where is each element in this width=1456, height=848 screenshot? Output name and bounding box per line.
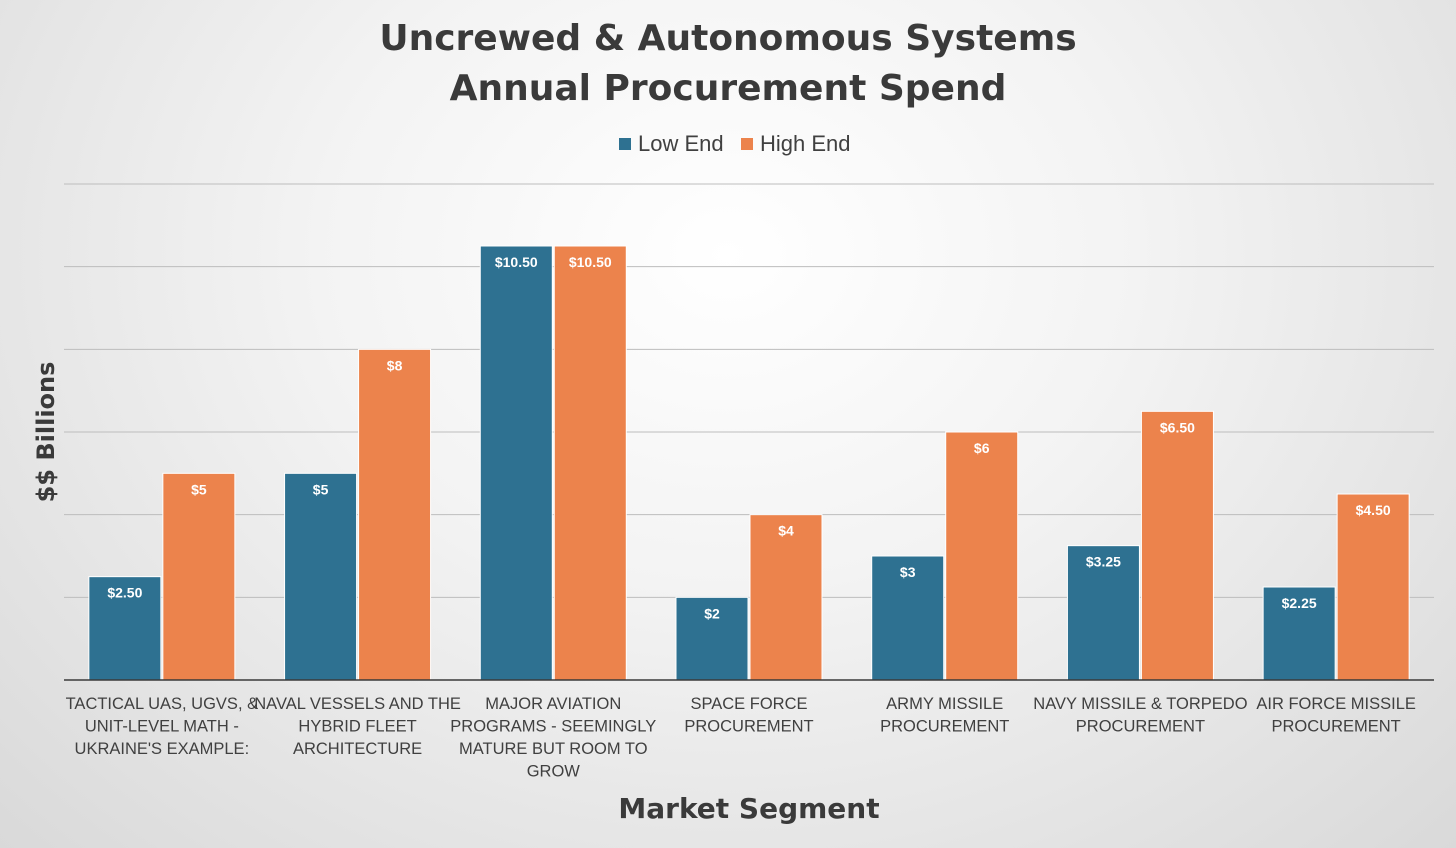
bar-high-end bbox=[1140, 410, 1214, 681]
data-label-high-end: $5 bbox=[191, 481, 207, 497]
legend-label-high-end: High End bbox=[760, 131, 851, 156]
bar-high-end bbox=[945, 431, 1019, 681]
data-label-low-end: $2.25 bbox=[1282, 595, 1317, 611]
data-label-high-end: $8 bbox=[387, 357, 403, 373]
data-label-low-end: $5 bbox=[313, 481, 329, 497]
bar-low-end bbox=[871, 555, 945, 681]
bar-low-end bbox=[675, 596, 749, 681]
data-label-low-end: $10.50 bbox=[495, 254, 538, 270]
bar-low-end bbox=[1066, 545, 1140, 681]
category-label: ARMY MISSILE PROCUREMENT bbox=[880, 695, 1009, 736]
data-label-low-end: $3 bbox=[900, 564, 916, 580]
bar-high-end bbox=[162, 472, 236, 681]
data-label-high-end: $4.50 bbox=[1356, 502, 1391, 518]
category-label: AIR FORCE MISSILE PROCUREMENT bbox=[1256, 695, 1416, 736]
bar-low-end bbox=[479, 245, 553, 681]
category-labels: TACTICAL UAS, UGVS, & UNIT-LEVEL MATH -UK… bbox=[66, 695, 1416, 781]
category-label: SPACE FORCE PROCUREMENT bbox=[684, 695, 813, 736]
bar-low-end bbox=[1262, 586, 1336, 681]
category-label: MAJOR AVIATION PROGRAMS - SEEMINGLY MATURE… bbox=[450, 695, 656, 781]
data-label-low-end: $3.25 bbox=[1086, 554, 1121, 570]
data-label-high-end: $6.50 bbox=[1160, 419, 1195, 435]
chart-title-line-1: Uncrewed & Autonomous Systems bbox=[379, 18, 1076, 59]
data-labels: $2.50 $5 $10.50 $2 $3 $3.25 $2.25 $5 $8 $10.50 $4 $… bbox=[107, 254, 1391, 621]
data-label-high-end: $4 bbox=[778, 523, 794, 539]
bars bbox=[88, 245, 1410, 681]
x-axis-title: Market Segment bbox=[618, 792, 879, 825]
data-label-high-end: $10.50 bbox=[569, 254, 612, 270]
legend-label-low-end: Low End bbox=[638, 131, 724, 156]
bar-high-end bbox=[358, 348, 432, 681]
category-label: NAVAL VESSELS AND THE HYBRID FLEET ARCHITE… bbox=[254, 695, 461, 758]
chart-title-line-2: Annual Procurement Spend bbox=[450, 68, 1007, 109]
category-label: NAVY MISSILE & TORPEDO PROCUREMENT bbox=[1033, 695, 1247, 736]
legend-swatch-high-end bbox=[741, 138, 753, 150]
data-label-low-end: $2 bbox=[704, 605, 720, 621]
y-axis-title: $$ Billions bbox=[32, 362, 60, 503]
bar-high-end bbox=[1336, 493, 1410, 681]
category-label: TACTICAL UAS, UGVS, & UNIT-LEVEL MATH -UK… bbox=[66, 695, 259, 758]
legend-swatch-low-end bbox=[619, 138, 631, 150]
bar-low-end bbox=[284, 472, 358, 681]
gridlines bbox=[64, 183, 1434, 598]
data-label-low-end: $2.50 bbox=[107, 585, 142, 601]
bar-high-end bbox=[553, 245, 627, 681]
data-label-high-end: $6 bbox=[974, 440, 990, 456]
bar-high-end bbox=[749, 514, 823, 681]
legend: Low End High End bbox=[619, 131, 851, 156]
